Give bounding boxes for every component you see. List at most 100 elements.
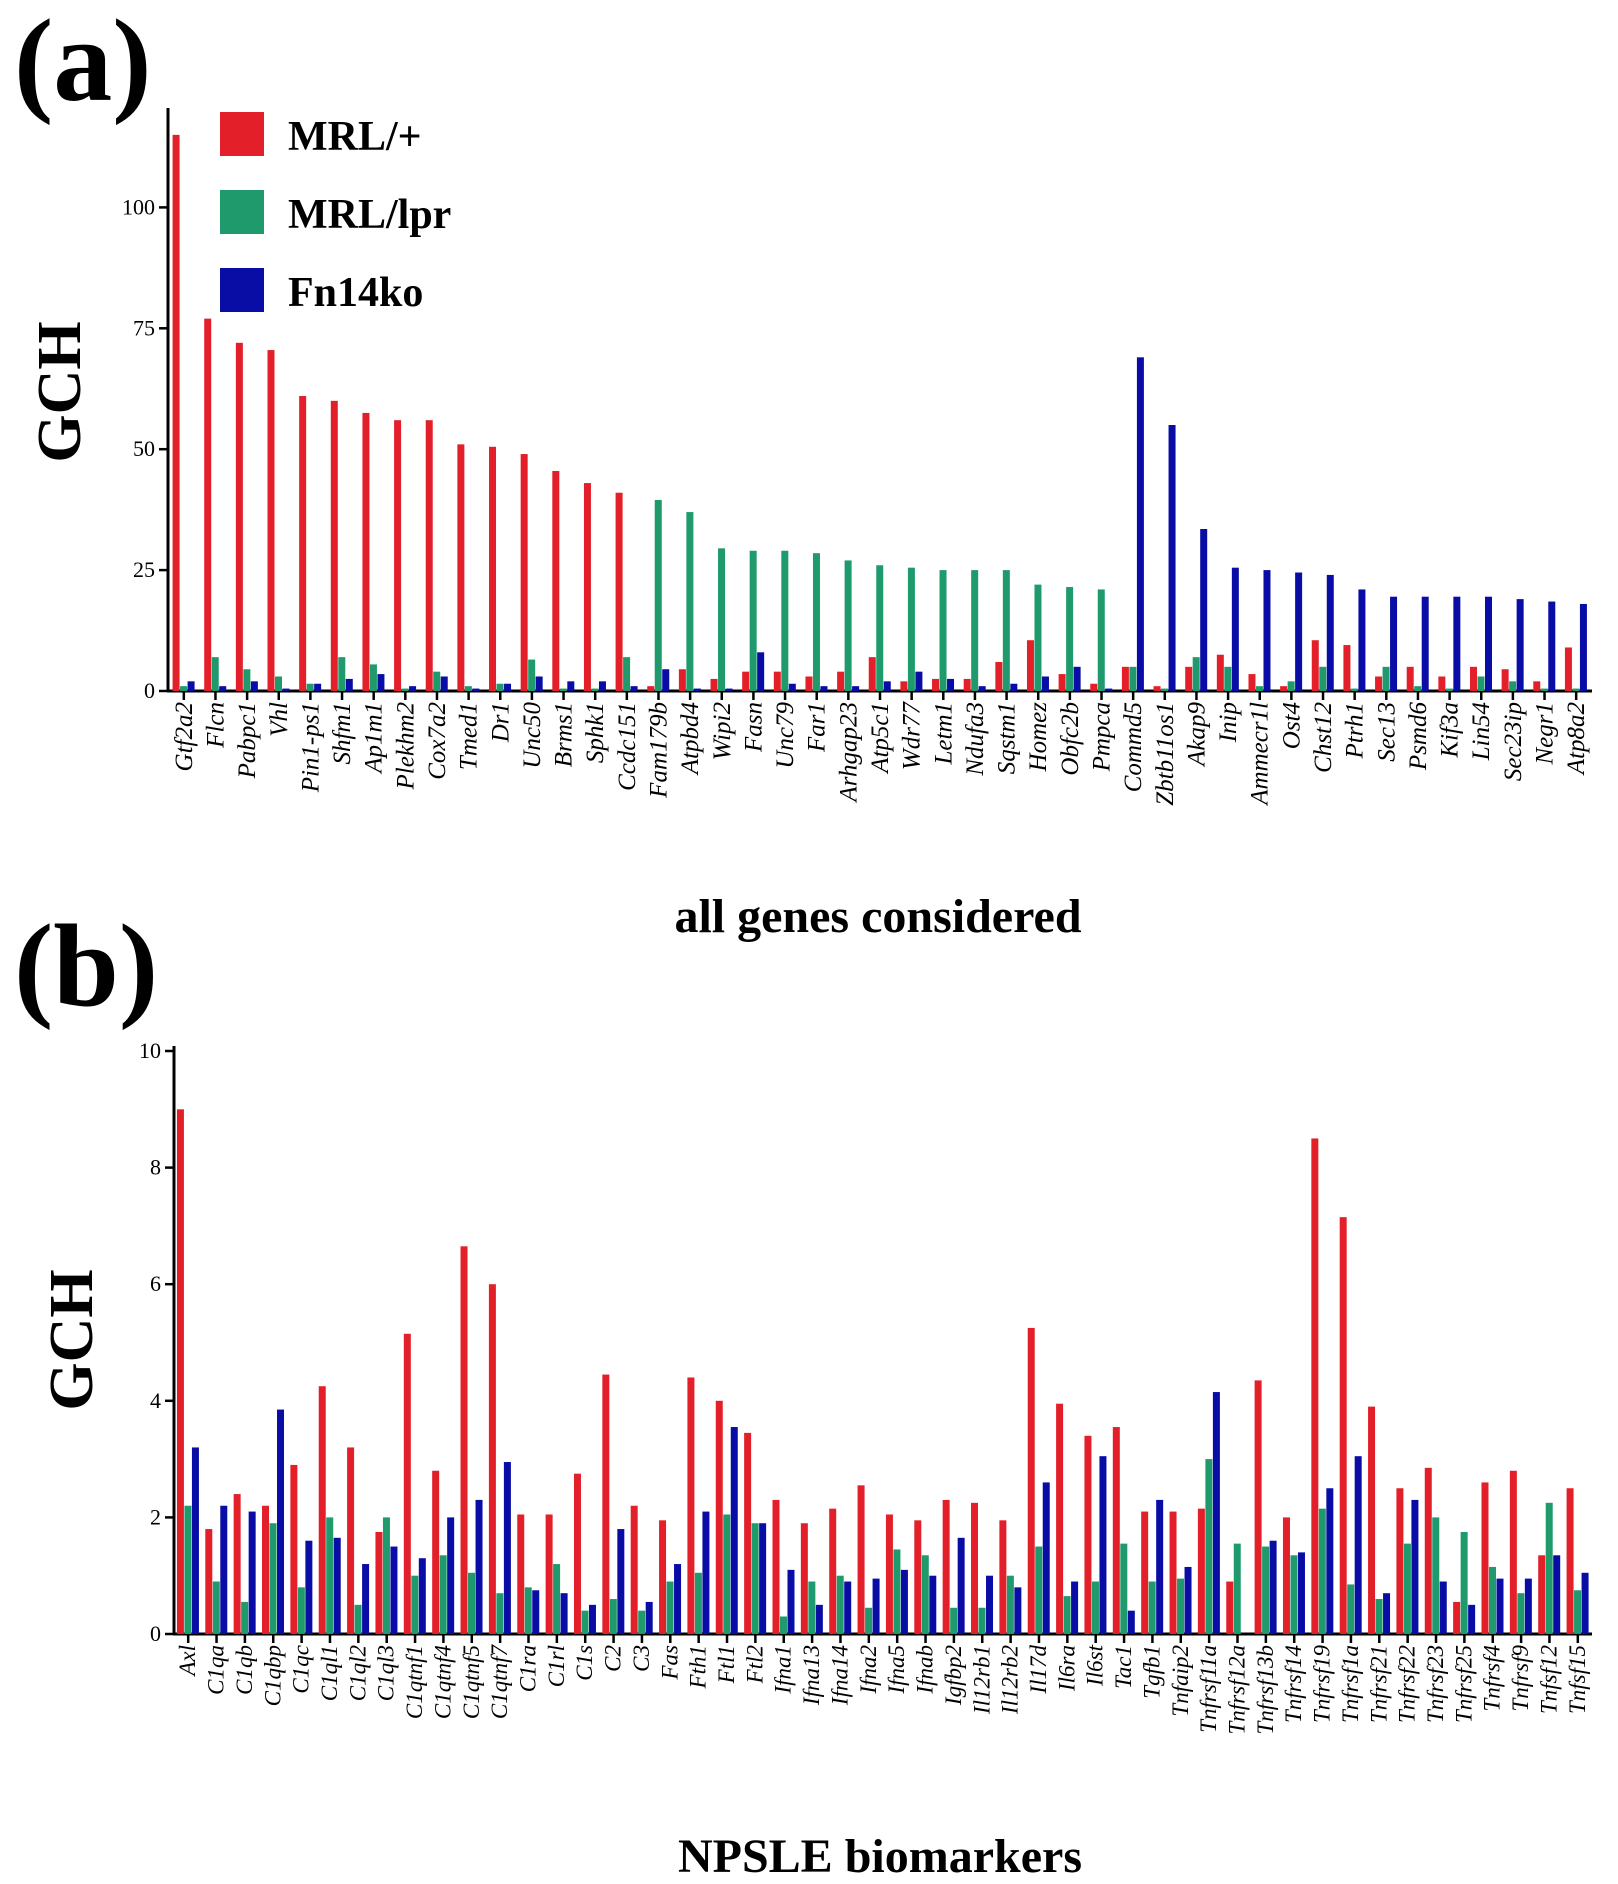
- y-tick-label: 10: [139, 1038, 161, 1063]
- bar-c1qtnf7-mrl-lpr: [496, 1593, 504, 1634]
- x-tick-label-tnfrsf4: Tnfrsf4: [1480, 1645, 1505, 1711]
- x-tick-label-pabpc1: Pabpc1: [234, 702, 261, 779]
- bar-brms1-fn14ko: [567, 681, 575, 691]
- bar-unc50-mrl-lpr: [528, 659, 536, 691]
- bar-axl-mrl-lpr: [184, 1505, 192, 1634]
- bar-c1ql3-mrl-lpr: [382, 1517, 390, 1634]
- x-tick-label-tac1: Tac1: [1111, 1645, 1136, 1689]
- x-tick-label-fam179b: Fam179b: [645, 702, 672, 799]
- bar-c1s-fn14ko: [588, 1604, 596, 1634]
- bar-fth1-fn14ko: [702, 1511, 710, 1634]
- bar-tnfsf15-mrl: [1566, 1488, 1574, 1634]
- bar-tnfrsf11a-mrl: [1197, 1508, 1205, 1634]
- x-tick-label-sec23ip: Sec23ip: [1500, 702, 1527, 781]
- bar-ifna14-mrl-lpr: [836, 1575, 844, 1634]
- bar-ammecr1l-mrl: [1248, 674, 1256, 691]
- y-tick-label: 2: [150, 1504, 161, 1529]
- x-tick-label-c1qa: C1qa: [204, 1645, 229, 1695]
- bar-il17d-mrl: [1027, 1327, 1035, 1634]
- bar-tnfrsf12a-mrl-lpr: [1233, 1543, 1241, 1634]
- bar-pmpca-mrl: [1090, 683, 1098, 691]
- y-tick-label: 50: [133, 436, 155, 461]
- bar-atp8a2-mrl-lpr: [1572, 688, 1580, 691]
- x-tick-label-tnfsf15: Tnfsf15: [1565, 1645, 1590, 1714]
- bar-flcn-mrl-lpr: [211, 657, 219, 691]
- bar-akap9-mrl: [1185, 666, 1193, 691]
- bar-tnfrsf19-mrl: [1311, 1138, 1319, 1634]
- x-tick-label-c1s: C1s: [572, 1645, 597, 1681]
- bar-tnfrsf19-fn14ko: [1326, 1488, 1334, 1634]
- x-tick-label-c1ql3: C1ql3: [374, 1645, 399, 1701]
- x-tick-label-ifnab: Ifnab: [913, 1645, 938, 1695]
- bar-tnfrsf9-mrl-lpr: [1517, 1593, 1525, 1634]
- x-tick-label-tnfrsf12a: Tnfrsf12a: [1225, 1645, 1250, 1734]
- bar-tac1-mrl-lpr: [1120, 1543, 1128, 1634]
- bar-chst12-mrl-lpr: [1319, 666, 1327, 691]
- bar-fam179b-mrl: [647, 686, 655, 691]
- bar-c1rl-mrl: [545, 1514, 553, 1634]
- x-tick-label-kif3a: Kif3a: [1437, 702, 1464, 759]
- bar-atp5c1-mrl: [868, 657, 876, 691]
- bar-sphk1-fn14ko: [598, 681, 606, 691]
- bar-wdr77-mrl-lpr: [907, 567, 915, 691]
- bar-ifna14-mrl: [829, 1508, 837, 1634]
- bar-ifna2-mrl: [857, 1485, 865, 1634]
- bar-sec13-fn14ko: [1390, 596, 1398, 691]
- bar-tnfrsf1a-fn14ko: [1354, 1456, 1362, 1634]
- bar-chst12-mrl: [1311, 640, 1319, 691]
- bar-ccdc151-fn14ko: [630, 686, 638, 691]
- bar-c1qa-mrl-lpr: [212, 1581, 220, 1634]
- bar-letm1-mrl-lpr: [939, 570, 947, 691]
- x-tick-label-ptrh1: Ptrh1: [1342, 702, 1369, 760]
- bar-sphk1-mrl-lpr: [591, 688, 599, 691]
- bar-tnfrsf4-fn14ko: [1496, 1578, 1504, 1634]
- bar-vhl-mrl-lpr: [275, 676, 283, 691]
- x-tick-label-fasn: Fasn: [740, 702, 767, 753]
- x-tick-label-tnfaip2: Tnfaip2: [1168, 1645, 1193, 1717]
- bar-kif3a-fn14ko: [1453, 596, 1461, 691]
- bar-tnfsf12-fn14ko: [1553, 1555, 1561, 1634]
- bar-fth1-mrl: [687, 1377, 695, 1634]
- bar-igfbp2-fn14ko: [957, 1537, 965, 1634]
- bar-ifna13-mrl-lpr: [808, 1581, 816, 1634]
- x-tick-label-c2: C2: [601, 1645, 626, 1672]
- bar-chst12-fn14ko: [1326, 574, 1334, 691]
- bar-commd5-fn14ko: [1136, 357, 1144, 691]
- bar-pabpc1-mrl: [235, 342, 243, 691]
- bar-akap9-mrl-lpr: [1192, 657, 1200, 691]
- bar-shfm1-mrl-lpr: [338, 657, 346, 691]
- bar-atp8a2-fn14ko: [1579, 603, 1587, 691]
- bar-commd5-mrl-lpr: [1129, 666, 1137, 691]
- bar-tgfb1-fn14ko: [1156, 1499, 1164, 1634]
- x-tick-label-tnfrsf13b: Tnfrsf13b: [1253, 1645, 1278, 1734]
- bar-il12rb1-mrl-lpr: [978, 1607, 986, 1634]
- bar-lin54-fn14ko: [1484, 596, 1492, 691]
- bar-sqstm1-mrl: [995, 661, 1003, 691]
- x-tick-label-igfbp2: Igfbp2: [941, 1645, 966, 1706]
- bar-inip-fn14ko: [1231, 567, 1239, 691]
- x-tick-label-flcn: Flcn: [202, 702, 229, 749]
- bar-commd5-mrl: [1121, 666, 1129, 691]
- bar-tac1-mrl: [1112, 1427, 1120, 1634]
- bar-c1qb-mrl: [233, 1494, 241, 1634]
- x-tick-label-c1qb: C1qb: [232, 1645, 257, 1695]
- bar-unc79-mrl: [773, 671, 781, 691]
- bar-letm1-fn14ko: [947, 678, 955, 691]
- x-tick-label-il6st: Il6st: [1083, 1644, 1108, 1687]
- bar-atpbd4-fn14ko: [693, 688, 701, 691]
- panel-a: (a) GCH all genes considered MRL/+ MRL/l…: [14, 0, 1592, 943]
- bar-tnfrsf9-fn14ko: [1524, 1578, 1532, 1634]
- bar-tnfrsf23-fn14ko: [1439, 1581, 1447, 1634]
- bar-ifnab-mrl-lpr: [921, 1555, 929, 1634]
- bar-homez-mrl: [1026, 640, 1034, 691]
- bar-tnfaip2-mrl-lpr: [1177, 1578, 1185, 1634]
- bar-far1-mrl: [805, 676, 813, 691]
- bar-wipi2-mrl-lpr: [718, 548, 726, 691]
- x-tick-label-vhl: Vhl: [266, 702, 293, 737]
- bar-ifna13-fn14ko: [815, 1604, 823, 1634]
- bar-tnfaip2-fn14ko: [1184, 1566, 1192, 1634]
- bar-il12rb2-fn14ko: [1014, 1587, 1022, 1634]
- bar-ptrh1-mrl-lpr: [1350, 688, 1358, 691]
- bar-il12rb2-mrl: [999, 1520, 1007, 1634]
- x-tick-label-il17d: Il17d: [1026, 1645, 1051, 1695]
